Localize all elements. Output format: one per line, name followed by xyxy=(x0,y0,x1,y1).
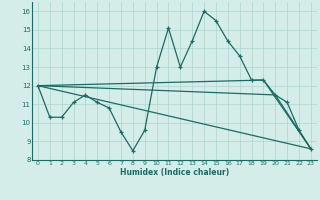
X-axis label: Humidex (Indice chaleur): Humidex (Indice chaleur) xyxy=(120,168,229,177)
